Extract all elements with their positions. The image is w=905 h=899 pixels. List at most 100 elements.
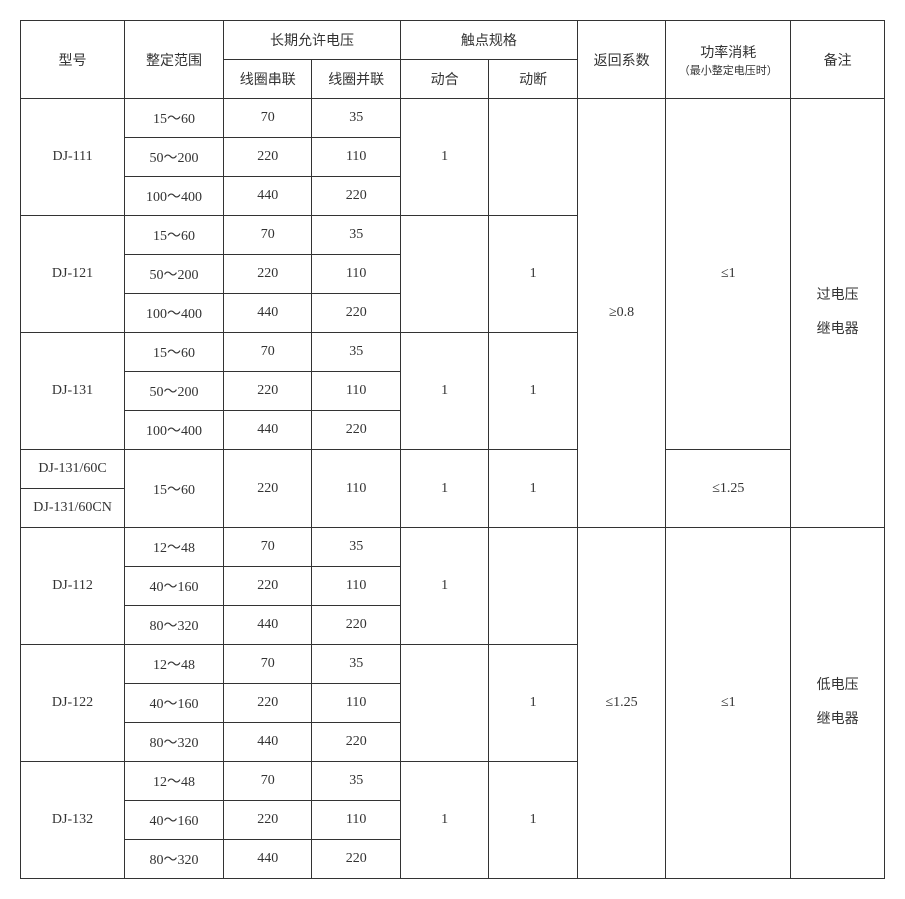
cell-contact-close [400, 216, 488, 333]
cell-range: 50～200 [125, 255, 224, 294]
cell-vs: 440 [223, 411, 311, 450]
cell-range: 15～60 [125, 99, 224, 138]
cell-vp: 110 [312, 801, 400, 840]
cell-contact-close: 1 [400, 528, 488, 645]
col-voltage-series: 线圈串联 [223, 60, 311, 99]
relay-spec-table: 型号 整定范围 长期允许电压 触点规格 返回系数 功率消耗 （最小整定电压时） … [20, 20, 885, 879]
cell-contact-close [400, 645, 488, 762]
cell-vp: 110 [312, 684, 400, 723]
cell-vp: 110 [312, 255, 400, 294]
cell-vs: 440 [223, 723, 311, 762]
col-power-label: 功率消耗 [666, 42, 790, 62]
cell-model: DJ-122 [21, 645, 125, 762]
cell-vs: 220 [223, 372, 311, 411]
cell-vs: 220 [223, 567, 311, 606]
cell-vp: 110 [312, 450, 400, 528]
cell-power: ≤1 [666, 528, 791, 879]
col-voltage-parallel: 线圈并联 [312, 60, 400, 99]
cell-range: 50～200 [125, 372, 224, 411]
cell-range: 100～400 [125, 411, 224, 450]
cell-contact-open: 1 [489, 450, 577, 528]
cell-vp: 35 [312, 528, 400, 567]
cell-remark: 过电压继电器 [791, 99, 885, 528]
cell-model: DJ-131/60CN [21, 489, 125, 528]
col-power: 功率消耗 （最小整定电压时） [666, 21, 791, 99]
table-row: DJ-11115～6070351≥0.8≤1过电压继电器 [21, 99, 885, 138]
cell-vs: 440 [223, 294, 311, 333]
cell-vs: 220 [223, 684, 311, 723]
header-row-1: 型号 整定范围 长期允许电压 触点规格 返回系数 功率消耗 （最小整定电压时） … [21, 21, 885, 60]
cell-range: 15～60 [125, 216, 224, 255]
cell-vp: 35 [312, 333, 400, 372]
cell-vs: 70 [223, 99, 311, 138]
cell-vs: 70 [223, 762, 311, 801]
col-range: 整定范围 [125, 21, 224, 99]
cell-vp: 35 [312, 216, 400, 255]
cell-vs: 440 [223, 177, 311, 216]
cell-range: 100～400 [125, 177, 224, 216]
cell-range: 40～160 [125, 801, 224, 840]
cell-vs: 220 [223, 450, 311, 528]
cell-vs: 70 [223, 216, 311, 255]
cell-model: DJ-132 [21, 762, 125, 879]
cell-vp: 220 [312, 606, 400, 645]
cell-vp: 110 [312, 372, 400, 411]
cell-contact-open: 1 [489, 333, 577, 450]
cell-range: 40～160 [125, 567, 224, 606]
cell-vp: 220 [312, 294, 400, 333]
cell-vp: 220 [312, 411, 400, 450]
cell-vs: 440 [223, 606, 311, 645]
cell-power: ≤1.25 [666, 450, 791, 528]
col-contact-close: 动合 [400, 60, 488, 99]
col-model: 型号 [21, 21, 125, 99]
cell-contact-open [489, 528, 577, 645]
cell-vp: 35 [312, 645, 400, 684]
cell-contact-open: 1 [489, 762, 577, 879]
cell-remark: 低电压继电器 [791, 528, 885, 879]
cell-range: 15～60 [125, 450, 224, 528]
col-voltage-group: 长期允许电压 [223, 21, 400, 60]
cell-vp: 35 [312, 99, 400, 138]
cell-range: 12～48 [125, 762, 224, 801]
cell-contact-close: 1 [400, 333, 488, 450]
cell-model: DJ-111 [21, 99, 125, 216]
cell-return-coef: ≥0.8 [577, 99, 665, 528]
cell-vp: 110 [312, 138, 400, 177]
col-return-coef: 返回系数 [577, 21, 665, 99]
cell-vs: 220 [223, 255, 311, 294]
cell-range: 50～200 [125, 138, 224, 177]
cell-return-coef: ≤1.25 [577, 528, 665, 879]
cell-contact-open: 1 [489, 216, 577, 333]
cell-contact-open: 1 [489, 645, 577, 762]
cell-range: 15～60 [125, 333, 224, 372]
cell-contact-close: 1 [400, 99, 488, 216]
cell-range: 80～320 [125, 723, 224, 762]
cell-model: DJ-121 [21, 216, 125, 333]
cell-vs: 70 [223, 645, 311, 684]
col-contact-group: 触点规格 [400, 21, 577, 60]
cell-range: 80～320 [125, 606, 224, 645]
cell-model: DJ-112 [21, 528, 125, 645]
cell-vp: 35 [312, 762, 400, 801]
col-contact-open: 动断 [489, 60, 577, 99]
col-remark: 备注 [791, 21, 885, 99]
cell-vs: 220 [223, 801, 311, 840]
cell-vp: 220 [312, 177, 400, 216]
cell-vs: 220 [223, 138, 311, 177]
table-row: DJ-131/60C15～6022011011≤1.25 [21, 450, 885, 489]
cell-vs: 440 [223, 840, 311, 879]
cell-vs: 70 [223, 333, 311, 372]
cell-power: ≤1 [666, 99, 791, 450]
cell-vs: 70 [223, 528, 311, 567]
col-power-sub: （最小整定电压时） [666, 62, 790, 78]
cell-vp: 220 [312, 723, 400, 762]
cell-range: 12～48 [125, 528, 224, 567]
cell-range: 40～160 [125, 684, 224, 723]
cell-range: 12～48 [125, 645, 224, 684]
cell-range: 80～320 [125, 840, 224, 879]
cell-model: DJ-131/60C [21, 450, 125, 489]
cell-vp: 220 [312, 840, 400, 879]
table-row: DJ-11212～4870351≤1.25≤1低电压继电器 [21, 528, 885, 567]
table-body: DJ-11115～6070351≥0.8≤1过电压继电器50～200220110… [21, 99, 885, 879]
cell-contact-close: 1 [400, 450, 488, 528]
